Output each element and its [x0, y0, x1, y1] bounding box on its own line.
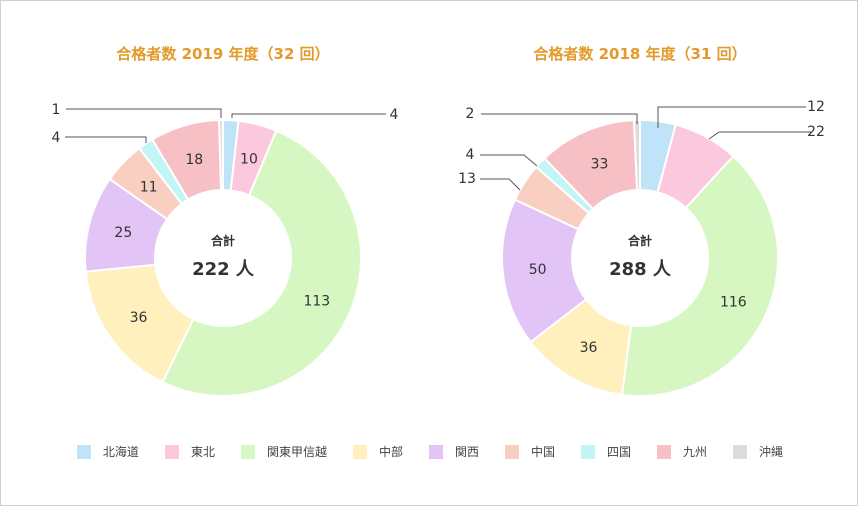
donut-chart-2: 合格者数 2018 年度（31 回） 12 22 116 36 50 13 4 33 2 合計 288…: [458, 45, 825, 397]
callout-line: [708, 131, 811, 140]
data-label: 4: [52, 130, 61, 146]
legend: 北海道 東北 関東甲信越 中部 関西 中国 四国 九州 沖縄: [1, 443, 858, 460]
data-label: 1: [52, 102, 61, 118]
legend-label: 九州: [683, 445, 708, 459]
center-total: 288 人: [609, 259, 672, 280]
legend-item: 中国: [505, 443, 555, 460]
legend-item: 北海道: [76, 443, 139, 460]
data-label: 12: [807, 99, 825, 115]
legend-swatch: [581, 444, 596, 459]
legend-swatch: [505, 444, 519, 459]
data-label: 11: [140, 180, 158, 196]
legend-label: 東北: [190, 445, 215, 459]
center-caption: 合計: [211, 233, 235, 248]
donut-chart-1: 合格者数 2019 年度（32 回） 4 10 113 36 25 11 4 18 1 合計 222 …: [52, 45, 399, 397]
data-label: 13: [458, 171, 476, 187]
data-label: 36: [580, 340, 598, 356]
callout-line: [231, 113, 386, 118]
callout-line: [657, 106, 806, 128]
legend-swatch: [733, 444, 748, 459]
callout-line: [480, 178, 521, 191]
legend-item: 東北: [164, 443, 215, 460]
center-total: 222 人: [192, 259, 255, 280]
center-caption: 合計: [628, 233, 652, 248]
legend-label: 四国: [607, 445, 632, 459]
legend-label: 沖縄: [759, 445, 784, 459]
legend-label: 関西: [454, 445, 479, 459]
slice-関東甲信越: [620, 154, 779, 397]
slice-関東甲信越: [161, 129, 362, 397]
legend-label: 中国: [531, 445, 556, 459]
legend-label: 関東甲信越: [266, 445, 327, 459]
data-label: 33: [591, 156, 609, 172]
data-label: 116: [720, 295, 747, 311]
callout-line: [481, 113, 638, 124]
legend-swatch: [428, 444, 443, 459]
legend-item: 九州: [657, 443, 707, 460]
data-label: 113: [303, 293, 330, 309]
legend-swatch: [76, 444, 91, 459]
callout-line: [65, 136, 147, 143]
chart-title: 合格者数 2018 年度（31 回）: [532, 45, 746, 63]
legend-item: 沖縄: [733, 443, 783, 460]
data-label: 36: [130, 310, 148, 326]
legend-item: 四国: [581, 443, 631, 460]
legend-swatch: [352, 444, 367, 459]
chart-title: 合格者数 2019 年度（32 回）: [115, 45, 329, 63]
data-label: 10: [240, 151, 258, 167]
callout-line: [480, 154, 538, 167]
legend-label: 北海道: [102, 445, 139, 459]
donut-charts: 合格者数 2019 年度（32 回） 4 10 113 36 25 11 4 18 1 合計 222 …: [52, 45, 825, 397]
legend-swatch: [657, 444, 672, 459]
slice-沖縄: [632, 118, 641, 192]
legend-item: 関東甲信越: [240, 443, 327, 460]
data-label: 18: [185, 152, 203, 168]
data-label: 4: [390, 107, 399, 123]
data-label: 2: [466, 106, 475, 122]
legend-swatch: [240, 444, 255, 459]
legend-label: 中部: [378, 445, 403, 459]
legend-item: 中部: [352, 443, 403, 460]
callout-line: [66, 108, 222, 118]
data-label: 25: [114, 225, 132, 241]
legend-swatch: [164, 444, 179, 459]
legend-item: 関西: [428, 443, 479, 460]
slice-沖縄: [218, 118, 224, 192]
data-label: 4: [466, 147, 475, 163]
data-label: 22: [807, 124, 825, 140]
data-label: 50: [529, 262, 547, 278]
slice-関西: [501, 198, 588, 344]
